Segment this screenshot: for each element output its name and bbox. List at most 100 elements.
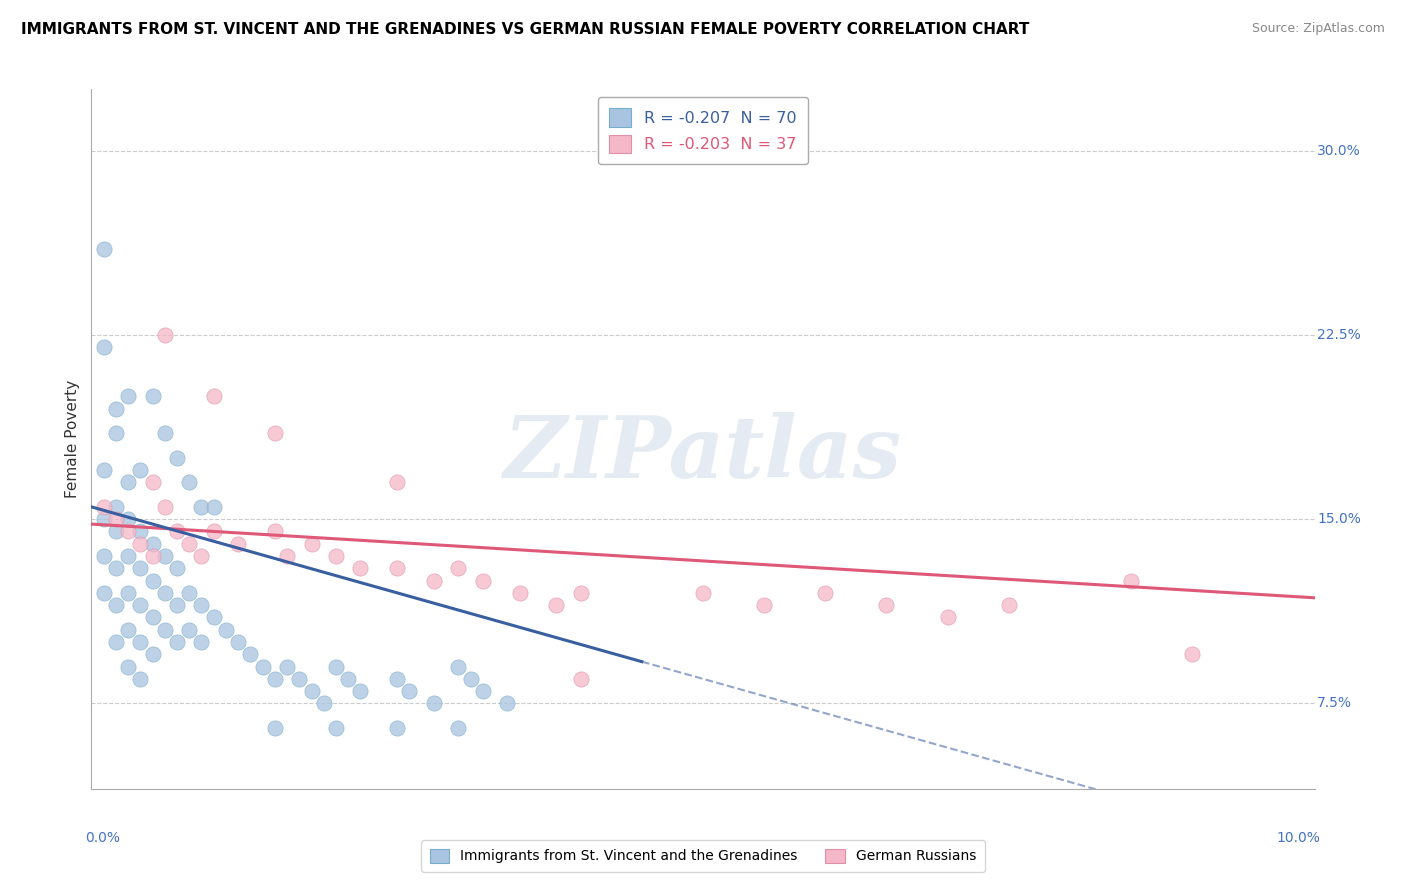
Text: 22.5%: 22.5%	[1317, 328, 1361, 342]
Point	[1181, 648, 1204, 662]
Point	[179, 475, 201, 490]
Point	[226, 635, 249, 649]
Point	[1121, 574, 1143, 588]
Point	[117, 475, 139, 490]
Point	[325, 659, 347, 673]
Point	[754, 598, 776, 612]
Point	[264, 672, 287, 686]
Point	[166, 561, 188, 575]
Point	[93, 463, 115, 477]
Point	[276, 659, 298, 673]
Point	[153, 327, 176, 342]
Point	[301, 684, 323, 698]
Point	[471, 684, 494, 698]
Point	[166, 635, 188, 649]
Legend: R = -0.207  N = 70, R = -0.203  N = 37: R = -0.207 N = 70, R = -0.203 N = 37	[598, 97, 808, 164]
Point	[325, 721, 347, 735]
Point	[104, 524, 127, 539]
Point	[129, 524, 152, 539]
Point	[190, 635, 212, 649]
Point	[288, 672, 311, 686]
Point	[546, 598, 568, 612]
Point	[496, 697, 519, 711]
Point	[349, 561, 371, 575]
Point	[692, 586, 714, 600]
Point	[179, 623, 201, 637]
Point	[129, 598, 152, 612]
Point	[129, 635, 152, 649]
Point	[398, 684, 420, 698]
Point	[471, 574, 494, 588]
Point	[202, 389, 225, 403]
Point	[202, 610, 225, 624]
Point	[423, 697, 446, 711]
Point	[129, 561, 152, 575]
Point	[509, 586, 531, 600]
Point	[117, 586, 139, 600]
Point	[93, 500, 115, 514]
Point	[153, 586, 176, 600]
Point	[179, 537, 201, 551]
Point	[153, 623, 176, 637]
Point	[129, 672, 152, 686]
Point	[104, 635, 127, 649]
Point	[569, 672, 592, 686]
Point	[141, 574, 163, 588]
Point	[447, 721, 470, 735]
Point	[166, 524, 188, 539]
Point	[252, 659, 274, 673]
Point	[301, 537, 323, 551]
Point	[179, 586, 201, 600]
Point	[998, 598, 1021, 612]
Point	[447, 561, 470, 575]
Point	[129, 463, 152, 477]
Text: 15.0%: 15.0%	[1317, 512, 1361, 526]
Point	[129, 537, 152, 551]
Text: IMMIGRANTS FROM ST. VINCENT AND THE GRENADINES VS GERMAN RUSSIAN FEMALE POVERTY : IMMIGRANTS FROM ST. VINCENT AND THE GREN…	[21, 22, 1029, 37]
Point	[276, 549, 298, 563]
Point	[190, 598, 212, 612]
Y-axis label: Female Poverty: Female Poverty	[65, 380, 80, 499]
Point	[215, 623, 238, 637]
Point	[141, 549, 163, 563]
Point	[104, 598, 127, 612]
Point	[202, 500, 225, 514]
Legend: Immigrants from St. Vincent and the Grenadines, German Russians: Immigrants from St. Vincent and the Gren…	[422, 840, 984, 871]
Point	[202, 524, 225, 539]
Point	[349, 684, 371, 698]
Point	[153, 549, 176, 563]
Point	[325, 549, 347, 563]
Point	[93, 586, 115, 600]
Point	[117, 524, 139, 539]
Text: 0.0%: 0.0%	[86, 831, 121, 846]
Text: ZIPatlas: ZIPatlas	[503, 411, 903, 495]
Point	[141, 475, 163, 490]
Point	[385, 475, 409, 490]
Point	[104, 561, 127, 575]
Point	[93, 340, 115, 354]
Point	[153, 426, 176, 441]
Point	[93, 549, 115, 563]
Text: Source: ZipAtlas.com: Source: ZipAtlas.com	[1251, 22, 1385, 36]
Point	[93, 512, 115, 526]
Point	[447, 659, 470, 673]
Point	[264, 524, 287, 539]
Point	[264, 721, 287, 735]
Point	[104, 500, 127, 514]
Point	[385, 561, 409, 575]
Point	[104, 401, 127, 416]
Point	[117, 512, 139, 526]
Point	[264, 426, 287, 441]
Point	[936, 610, 959, 624]
Point	[141, 648, 163, 662]
Point	[460, 672, 482, 686]
Point	[117, 623, 139, 637]
Point	[814, 586, 837, 600]
Point	[141, 610, 163, 624]
Point	[569, 586, 592, 600]
Point	[117, 659, 139, 673]
Point	[423, 574, 446, 588]
Point	[166, 598, 188, 612]
Point	[104, 512, 127, 526]
Point	[385, 721, 409, 735]
